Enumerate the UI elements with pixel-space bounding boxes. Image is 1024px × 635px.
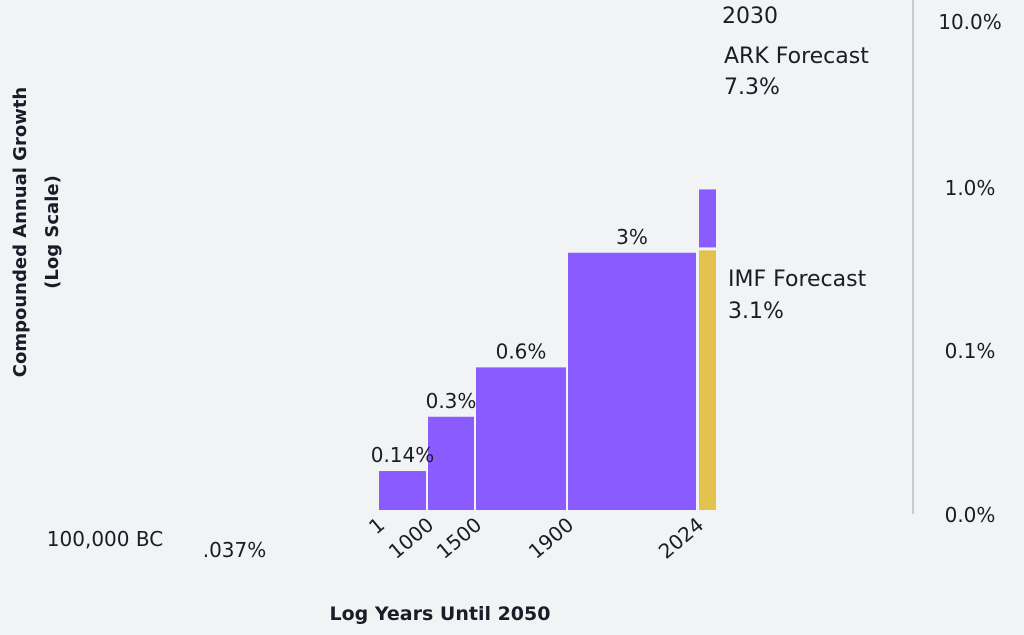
x-tick-3: 1500 — [432, 512, 486, 563]
y-tick-1: 1.0% — [945, 176, 996, 200]
x-tick-0: 100,000 BC — [47, 527, 163, 551]
ark-forecast-year: 2030 — [722, 4, 778, 29]
x-tick-5: 2024 — [654, 512, 708, 563]
imf-forecast-bar — [699, 250, 716, 510]
bar-label-0: .037% — [203, 538, 267, 562]
y-axis-title-line1: Compounded Annual Growth — [10, 87, 31, 377]
ark-forecast-value: 7.3% — [724, 75, 780, 100]
y-axis-title-line2: (Log Scale) — [42, 175, 63, 289]
ark-forecast-name: ARK Forecast — [724, 44, 869, 69]
y-ticks-layer: 10.0% 1.0% 0.1% 0.0% — [938, 10, 1002, 527]
bar-label-1: 0.14% — [371, 443, 435, 467]
bar-label-4: 3% — [616, 225, 648, 249]
bar-4 — [568, 252, 696, 510]
imf-forecast-value: 3.1% — [728, 299, 784, 324]
y-tick-2: 0.1% — [945, 339, 996, 363]
ark-forecast-bar — [699, 189, 716, 248]
bar-label-2: 0.3% — [426, 389, 477, 413]
y-tick-3: 0.0% — [945, 503, 996, 527]
bars-layer — [379, 252, 696, 510]
bar-1 — [379, 471, 426, 510]
bar-labels-layer: .037% 0.14% 0.3% 0.6% 3% — [203, 225, 648, 562]
x-tick-2: 1000 — [384, 512, 438, 563]
bar-label-3: 0.6% — [496, 339, 547, 363]
x-axis-title: Log Years Until 2050 — [330, 603, 551, 625]
bar-3 — [476, 367, 566, 510]
imf-forecast-name: IMF Forecast — [728, 267, 867, 292]
y-tick-0: 10.0% — [938, 10, 1002, 34]
forecast-layer: 2030 ARK Forecast 7.3% IMF Forecast 3.1% — [699, 4, 869, 510]
x-tick-4: 1900 — [524, 512, 578, 563]
x-tick-1: 1 — [364, 512, 389, 539]
bar-2 — [428, 416, 474, 510]
